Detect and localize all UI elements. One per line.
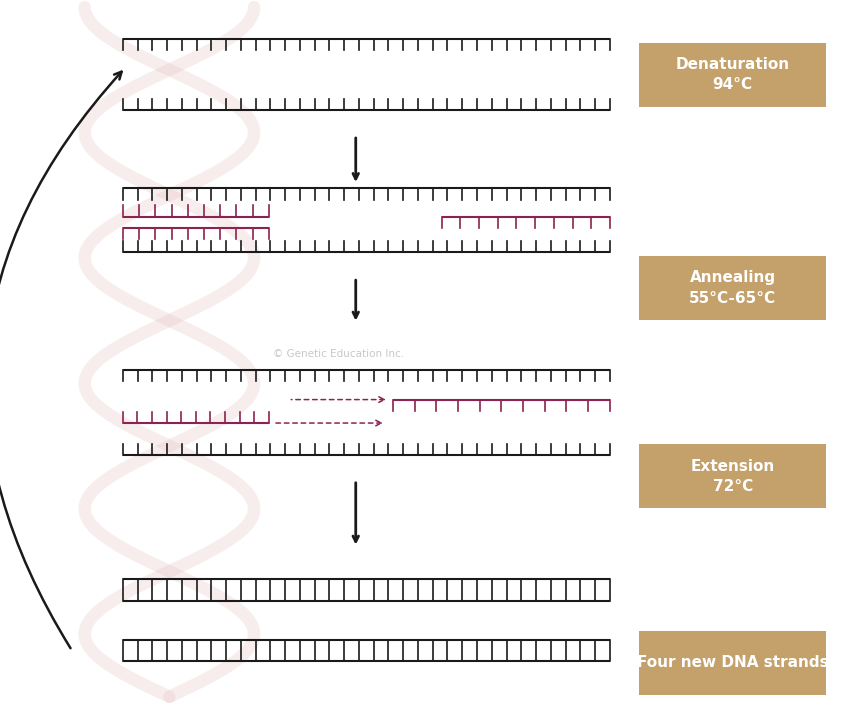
- Text: Extension
72°C: Extension 72°C: [690, 459, 775, 494]
- Text: Four new DNA strands: Four new DNA strands: [637, 655, 828, 670]
- FancyBboxPatch shape: [639, 631, 826, 695]
- Text: Annealing
55°C-65°C: Annealing 55°C-65°C: [689, 270, 776, 306]
- Text: © Genetic Education Inc.: © Genetic Education Inc.: [274, 349, 404, 359]
- Text: Denaturation
94°C: Denaturation 94°C: [676, 57, 789, 92]
- FancyBboxPatch shape: [639, 444, 826, 508]
- FancyBboxPatch shape: [639, 43, 826, 107]
- FancyArrowPatch shape: [0, 72, 122, 648]
- FancyBboxPatch shape: [639, 256, 826, 320]
